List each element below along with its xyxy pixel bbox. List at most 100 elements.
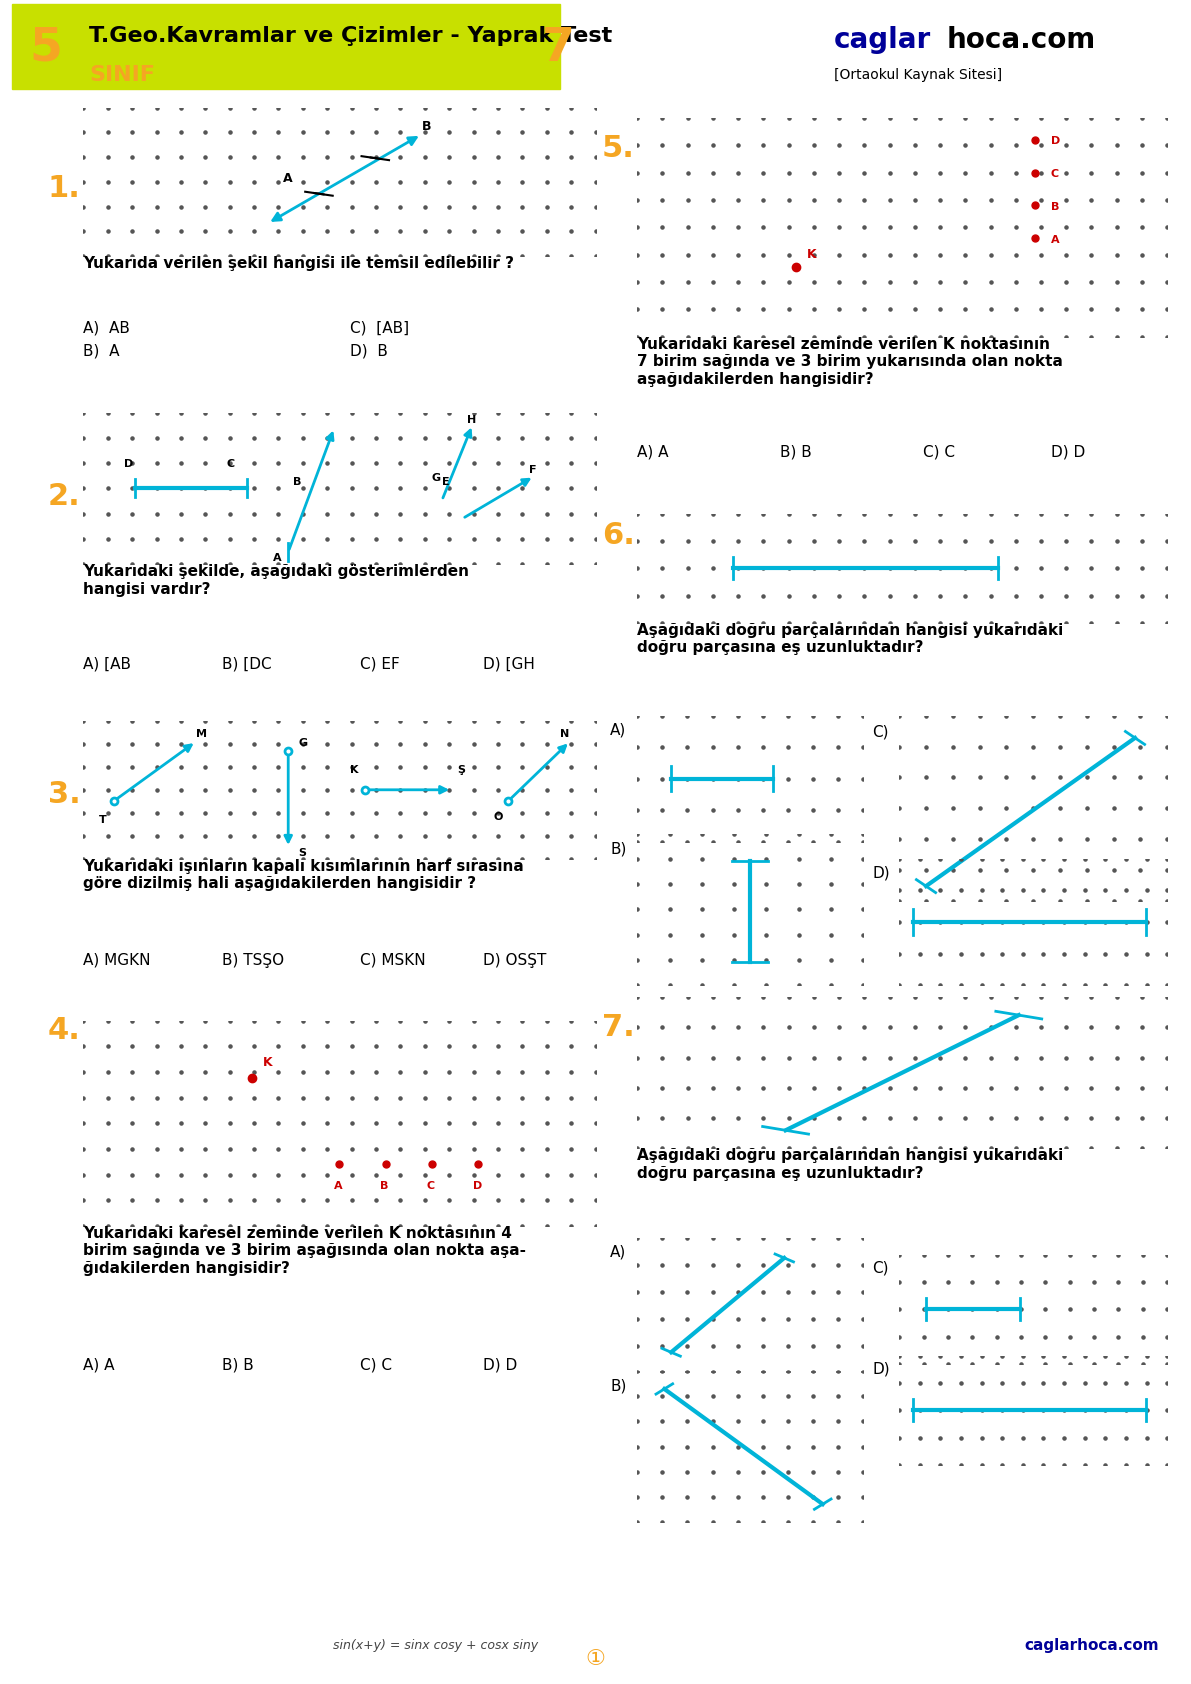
Point (729, 104, 748, 131)
Point (1158, 845, 1177, 872)
Point (1078, 887, 1097, 914)
Point (1078, 733, 1097, 759)
Point (905, 1044, 924, 1071)
Point (1158, 554, 1177, 581)
Point (754, 1014, 773, 1041)
Point (1081, 554, 1100, 581)
Point (728, 734, 747, 761)
Point (993, 909, 1012, 936)
Point (1075, 877, 1095, 904)
Point (779, 1224, 798, 1251)
Point (678, 1509, 697, 1536)
Point (704, 1135, 723, 1162)
Point (910, 972, 929, 999)
Point (146, 1162, 166, 1189)
Point (855, 554, 874, 581)
Point (653, 1458, 672, 1485)
Point (1109, 1324, 1128, 1351)
Point (269, 143, 288, 170)
Point (804, 1332, 823, 1359)
Point (513, 1058, 532, 1084)
Point (678, 765, 697, 793)
Point (678, 554, 697, 581)
Point (829, 1383, 848, 1410)
Point (74, 120, 93, 147)
Point (905, 323, 924, 350)
Point (269, 94, 288, 121)
Point (704, 1014, 723, 1041)
Point (586, 731, 605, 758)
Point (586, 1212, 605, 1239)
Point (342, 143, 361, 170)
Point (513, 707, 532, 734)
Point (931, 909, 950, 936)
Point (880, 158, 899, 185)
Text: Yukarıdaki ışınların kapalı kısımlarının harf sırasına
göre dizilmiş hali aşağıd: Yukarıdaki ışınların kapalı kısımlarının… (83, 859, 524, 891)
Text: caglarhoca.com: caglarhoca.com (1024, 1637, 1159, 1652)
Point (464, 753, 484, 780)
Point (342, 399, 361, 426)
Point (955, 983, 974, 1010)
Point (146, 753, 166, 780)
Point (244, 194, 263, 221)
Point (1096, 1342, 1115, 1369)
Point (488, 424, 507, 451)
Point (830, 214, 849, 241)
Point (488, 1162, 507, 1189)
Point (146, 1187, 166, 1214)
Point (880, 268, 899, 295)
Point (1104, 733, 1123, 759)
Point (342, 1135, 361, 1162)
Point (854, 896, 873, 923)
Point (880, 131, 899, 158)
Point (367, 800, 386, 827)
Point (779, 104, 798, 131)
Point (829, 1224, 848, 1251)
Point (195, 500, 214, 527)
Point (146, 525, 166, 552)
Point (146, 1212, 166, 1239)
Point (367, 1110, 386, 1137)
Point (653, 527, 672, 554)
Point (728, 1408, 747, 1435)
Point (779, 1332, 798, 1359)
Point (728, 1357, 747, 1384)
Point (195, 800, 214, 827)
Point (318, 707, 337, 734)
Point (98, 800, 117, 827)
Point (703, 734, 722, 761)
Point (653, 1251, 672, 1278)
Point (537, 450, 556, 477)
Point (890, 940, 909, 967)
Point (779, 1014, 798, 1041)
Point (1054, 1425, 1073, 1452)
Point (342, 1212, 361, 1239)
Point (123, 399, 142, 426)
Point (172, 242, 191, 269)
Point (220, 753, 239, 780)
Point (562, 753, 581, 780)
Point (1081, 214, 1100, 241)
Point (464, 800, 484, 827)
Point (962, 1241, 981, 1268)
Point (754, 296, 773, 323)
Point (513, 217, 532, 244)
Point (74, 143, 93, 170)
Point (562, 1162, 581, 1189)
Point (318, 424, 337, 451)
Point (439, 1032, 459, 1059)
Point (416, 753, 435, 780)
Point (930, 1044, 949, 1071)
Point (416, 194, 435, 221)
Point (537, 120, 556, 147)
Point (1158, 1105, 1177, 1132)
Point (628, 187, 647, 214)
Point (981, 1105, 1000, 1132)
Point (123, 551, 142, 578)
Point (464, 707, 484, 734)
Point (930, 527, 949, 554)
Point (269, 194, 288, 221)
Point (74, 1187, 93, 1214)
Point (997, 857, 1016, 884)
Point (195, 217, 214, 244)
